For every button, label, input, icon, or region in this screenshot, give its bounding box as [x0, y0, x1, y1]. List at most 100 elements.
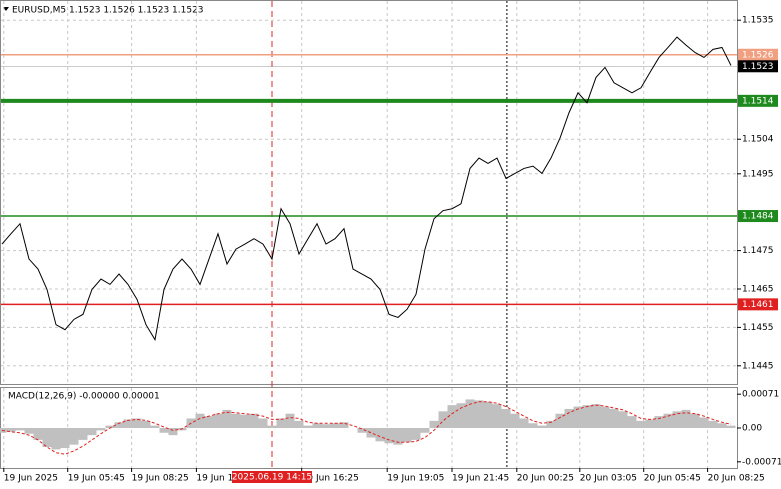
x-tick-label: 20 Jun 05:45: [644, 474, 701, 484]
macd-bar: [564, 408, 574, 428]
macd-bar: [717, 423, 727, 428]
macd-bar: [573, 406, 583, 428]
level-label-bg: [738, 210, 778, 223]
y-tick-label: 1.1495: [742, 169, 774, 179]
macd-bar: [465, 399, 475, 428]
macd-bar: [618, 411, 628, 428]
title-arrow: [3, 7, 9, 11]
macd-bar: [150, 425, 160, 428]
macd-bar: [474, 400, 484, 428]
macd-bar: [195, 413, 205, 428]
macd-bar: [96, 428, 106, 431]
macd-bar: [690, 413, 700, 428]
macd-bar: [429, 420, 439, 428]
price-frame: [0, 0, 738, 385]
macd-bar: [6, 428, 16, 432]
macd-bar: [528, 423, 538, 428]
macd-bar: [249, 413, 259, 428]
y-tick-label: -0.00071: [742, 457, 781, 467]
x-tick-label: 19 Jun 21:45: [452, 474, 509, 484]
macd-bar: [546, 420, 556, 428]
y-tick-label: 1.1455: [742, 323, 774, 333]
macd-bar: [285, 413, 295, 428]
level-label-bg: [738, 60, 778, 73]
macd-bar: [114, 422, 124, 428]
macd-bar: [141, 420, 151, 428]
macd-bar: [339, 422, 349, 428]
macd-bar: [636, 420, 646, 428]
macd-bar: [267, 425, 277, 428]
x-tick-label: 19 Jun 1: [196, 474, 233, 484]
level-label: 1.1523: [742, 62, 774, 72]
macd-bar: [51, 428, 61, 450]
macd-bar: [483, 401, 493, 428]
macd-bar: [240, 414, 250, 428]
macd-bar: [375, 428, 385, 442]
macd-bar: [420, 428, 430, 433]
macd-bar: [510, 413, 520, 428]
level-label-bg: [738, 48, 778, 61]
macd-bar: [447, 405, 457, 428]
cursor-label: 2025.06.19 14:15: [232, 473, 312, 483]
macd-bar: [555, 413, 565, 428]
x-tick-label: 20 Jun 03:05: [580, 474, 637, 484]
macd-bar: [258, 418, 268, 428]
x-tick-label: 19 Jun 05:45: [68, 474, 125, 484]
x-tick-label: 19 Jun 16:25: [302, 474, 359, 484]
macd-bar: [627, 416, 637, 428]
macd-bar: [276, 418, 286, 428]
y-tick-label: 1.1465: [742, 285, 774, 295]
macd-bar: [501, 408, 511, 428]
x-tick-label: 19 Jun 19:05: [387, 474, 444, 484]
price-line: [1, 36, 732, 342]
macd-bar: [591, 404, 601, 428]
macd-title: MACD(12,26,9) -0.00000 0.00001: [8, 392, 160, 402]
x-tick-label: 19 Jun 2025: [4, 474, 58, 484]
chart-title: EURUSD,M5 1.1523 1.1526 1.1523 1.1523: [12, 6, 204, 16]
macd-bar: [726, 425, 736, 428]
signal-line: [1, 401, 732, 455]
macd-bar: [645, 419, 655, 428]
macd-bar: [78, 428, 88, 440]
macd-bar: [699, 417, 709, 428]
y-tick-label: 1.1535: [742, 16, 774, 26]
macd-bar: [708, 420, 718, 428]
x-tick-label: 20 Jun 00:25: [517, 474, 574, 484]
macd-bar: [303, 425, 313, 428]
y-tick-label: 1.1445: [742, 361, 774, 371]
macd-bar: [60, 428, 70, 448]
macd-bar: [438, 411, 448, 428]
macd-bar: [312, 423, 322, 428]
macd-bar: [159, 428, 169, 433]
y-tick-label: 1.1475: [742, 246, 774, 256]
macd-bar: [600, 406, 610, 428]
x-tick-label: 20 Jun 08:25: [708, 474, 765, 484]
macd-bar: [582, 405, 592, 428]
macd-bar: [411, 428, 421, 440]
macd-bar: [537, 425, 547, 428]
macd-bar: [168, 428, 178, 436]
macd-bar: [402, 428, 412, 443]
macd-bar: [24, 428, 34, 434]
macd-bar: [357, 428, 367, 433]
macd-bar: [609, 408, 619, 428]
macd-bar: [87, 428, 97, 436]
macd-bar: [681, 409, 691, 428]
macd-bar: [132, 418, 142, 428]
macd-bar: [204, 416, 214, 428]
macd-bar: [393, 428, 403, 445]
macd-bar: [663, 413, 673, 428]
macd-bar: [15, 428, 25, 431]
level-label-bg: [738, 94, 778, 107]
level-label: 1.1526: [742, 50, 774, 60]
level-label-bg: [738, 298, 778, 311]
macd-bar: [456, 403, 466, 428]
macd-bar: [105, 425, 115, 428]
macd-bar: [42, 428, 52, 448]
macd-bar: [672, 411, 682, 428]
macd-bar: [213, 413, 223, 428]
macd-bar: [69, 428, 79, 445]
macd-bar: [321, 424, 331, 428]
macd-bar: [366, 428, 376, 438]
